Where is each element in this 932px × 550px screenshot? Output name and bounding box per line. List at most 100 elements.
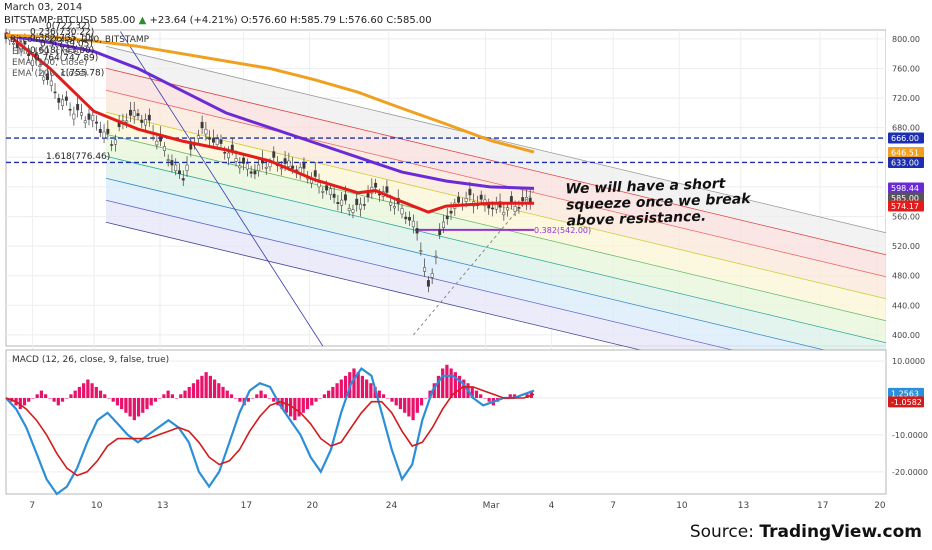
quote-line: BITSTAMP:BTCUSD 585.00 ▲ +23.64 (+4.21%)… (4, 15, 432, 26)
candle-body (487, 204, 491, 209)
histogram-bar (120, 398, 124, 410)
histogram-bar (132, 398, 136, 421)
candle-body (408, 217, 411, 221)
symbol: BITSTAMP:BTCUSD (4, 15, 98, 26)
candle-body (234, 158, 238, 162)
candle-body (144, 119, 147, 126)
candle-body (287, 160, 291, 167)
ema-line-3 (5, 33, 535, 154)
time-tick-label: 20 (307, 501, 319, 511)
histogram-bar (462, 379, 466, 398)
histogram-bar (352, 368, 356, 398)
candle-body (91, 115, 95, 121)
candle-body (61, 99, 65, 106)
legend-entry: EMA (200, close) (12, 69, 88, 79)
candle-body (185, 164, 189, 171)
candle-body (445, 215, 449, 220)
histogram-bar (208, 375, 212, 398)
candle-body (468, 188, 472, 196)
histogram-bar (272, 398, 276, 402)
source-prefix: Source: (689, 522, 760, 542)
histogram-bar (428, 390, 432, 398)
candle-body (509, 196, 513, 203)
candle-body (268, 162, 272, 168)
histogram-bar (174, 398, 179, 399)
candle-body (513, 206, 517, 212)
histogram-bar (432, 383, 436, 398)
histogram-bar (403, 398, 407, 413)
histogram-bar (221, 386, 225, 398)
source-brand: TradingView.com (759, 522, 922, 542)
candle-body (449, 210, 453, 214)
candle-body (249, 171, 253, 174)
candle-body (242, 157, 246, 164)
candle-body (79, 112, 83, 116)
histogram-bar (280, 398, 284, 410)
histogram-bar (200, 375, 204, 398)
histogram-bar (411, 398, 415, 421)
histogram-bar (98, 390, 103, 398)
histogram-bar (512, 394, 517, 398)
source-credit: Source: TradingView.com (690, 522, 922, 542)
histogram-bar (136, 398, 141, 417)
time-tick-label: 24 (386, 501, 398, 511)
legend-entry: EMA (50, close) (12, 47, 82, 57)
candle-body (140, 119, 144, 123)
candle-body (38, 64, 42, 68)
candle-body (332, 193, 336, 198)
price-tick-label: 720.00 (892, 94, 920, 103)
candle-body (64, 96, 68, 101)
candle-body (68, 108, 72, 111)
histogram-bar (183, 390, 187, 398)
candle-body (283, 158, 287, 164)
candle-body (132, 110, 136, 117)
time-tick-label: 10 (91, 501, 103, 511)
candle-body (279, 167, 283, 170)
histogram-bar (445, 364, 449, 398)
candle-body (521, 197, 525, 202)
candle-body (23, 41, 27, 45)
histogram-bar (394, 398, 398, 406)
histogram-bar (369, 383, 373, 398)
candle-body (355, 198, 359, 206)
histogram-bar (217, 383, 221, 398)
histogram-bar (310, 398, 314, 406)
candle-body (110, 144, 114, 146)
histogram-bar (115, 398, 120, 406)
candle-body (170, 160, 174, 166)
candle-body (419, 250, 423, 252)
macd-tag-bg (888, 396, 924, 408)
price-tick-label: 680.00 (892, 124, 920, 133)
histogram-bar (60, 398, 65, 402)
pitchfork-band (106, 112, 886, 321)
histogram-bar (381, 394, 386, 398)
signal-line (5, 386, 535, 477)
histogram-bar (56, 398, 60, 406)
histogram-bar (377, 390, 381, 398)
histogram-bar (82, 383, 86, 398)
candle-body (415, 228, 419, 234)
price-tag-bg (888, 132, 924, 144)
histogram-bar (424, 398, 428, 399)
candle-body (223, 152, 227, 154)
macd-series (5, 364, 535, 496)
candle-body (208, 138, 212, 140)
histogram-bar (487, 398, 491, 402)
histogram-bar (327, 390, 331, 398)
histogram-bar (128, 398, 132, 417)
candle-body (95, 121, 98, 124)
chart-title: Bitcoin / Dollar, 240, BITSTAMP (10, 35, 150, 45)
price-tick-label: 520.00 (892, 242, 920, 251)
candle-body (125, 120, 129, 123)
high-value: 585.79 (300, 15, 336, 26)
histogram-bar (529, 390, 533, 398)
histogram-bar (457, 375, 462, 398)
candle-body (215, 138, 219, 146)
candle-body (189, 143, 193, 150)
candle-body (181, 178, 185, 181)
candle-body (302, 163, 306, 169)
histogram-bar (196, 379, 200, 398)
histogram-bar (94, 386, 98, 398)
candle-body (178, 170, 181, 175)
